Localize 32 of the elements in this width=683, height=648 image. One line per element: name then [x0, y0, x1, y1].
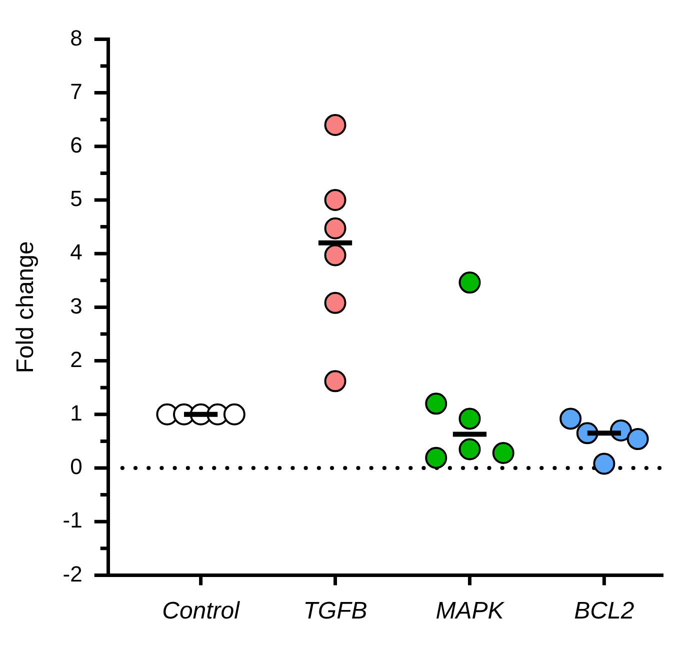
point: [560, 408, 582, 430]
y-tick-label: 3: [70, 293, 82, 318]
y-tick-label: -1: [62, 508, 82, 533]
x-tick-label: MAPK: [436, 597, 505, 624]
point: [324, 292, 346, 314]
y-tick-label: 8: [70, 25, 82, 50]
point: [492, 442, 514, 464]
x-tick-label: Control: [162, 597, 240, 624]
y-tick-label: 1: [70, 400, 82, 426]
y-tick-label: -2: [62, 561, 82, 586]
point: [324, 244, 346, 266]
y-axis-title: Fold change: [12, 241, 40, 374]
point: [593, 452, 616, 475]
point: [425, 392, 448, 415]
point: [458, 272, 481, 294]
point: [223, 403, 246, 426]
x-tick-label: TGFB: [303, 597, 368, 624]
y-tick-label: 6: [70, 132, 82, 158]
point: [324, 114, 346, 136]
point: [458, 438, 481, 460]
y-tick-label: 0: [70, 454, 82, 480]
y-tick-label: 2: [70, 346, 82, 372]
point: [425, 446, 448, 469]
y-tick-label: 4: [70, 240, 82, 265]
point: [626, 428, 649, 450]
y-tick-label: 7: [70, 78, 82, 104]
point: [324, 370, 346, 392]
point: [458, 408, 481, 430]
x-tick-label: BCL2: [574, 597, 634, 624]
point: [324, 189, 346, 211]
point: [324, 217, 346, 240]
y-tick-label: 5: [70, 186, 82, 212]
